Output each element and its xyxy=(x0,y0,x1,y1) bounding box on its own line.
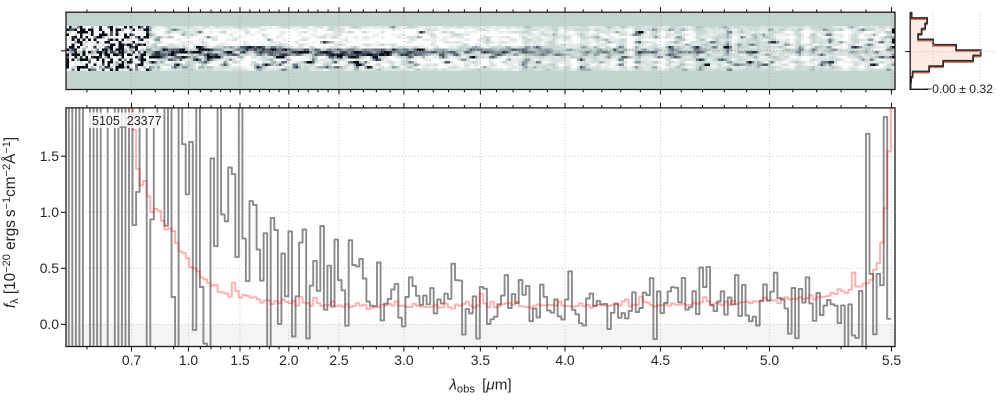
svg-text:3.5: 3.5 xyxy=(471,352,491,368)
svg-text:5105_23377: 5105_23377 xyxy=(92,114,162,128)
svg-text:−0.00 ± 0.32: −0.00 ± 0.32 xyxy=(925,82,993,96)
svg-text:1.5: 1.5 xyxy=(230,352,250,368)
svg-text:2.5: 2.5 xyxy=(329,352,349,368)
svg-text:0.0: 0.0 xyxy=(40,316,60,332)
svg-text:1.0: 1.0 xyxy=(179,352,199,368)
svg-text:5.5: 5.5 xyxy=(882,352,902,368)
svg-text:4.5: 4.5 xyxy=(651,352,671,368)
svg-text:0.7: 0.7 xyxy=(122,352,142,368)
svg-text:2.0: 2.0 xyxy=(279,352,299,368)
svg-text:3.0: 3.0 xyxy=(394,352,414,368)
svg-text:λobs [μm]: λobs [μm] xyxy=(448,377,511,396)
svg-text:fλ [10−20 ergs s−1cm−2Å−1]: fλ [10−20 ergs s−1cm−2Å−1] xyxy=(1,137,21,308)
svg-text:5.0: 5.0 xyxy=(760,352,780,368)
svg-text:1.0: 1.0 xyxy=(40,204,60,220)
svg-text:1.5: 1.5 xyxy=(40,148,60,164)
svg-text:0.5: 0.5 xyxy=(40,260,60,276)
svg-text:4.0: 4.0 xyxy=(555,352,575,368)
